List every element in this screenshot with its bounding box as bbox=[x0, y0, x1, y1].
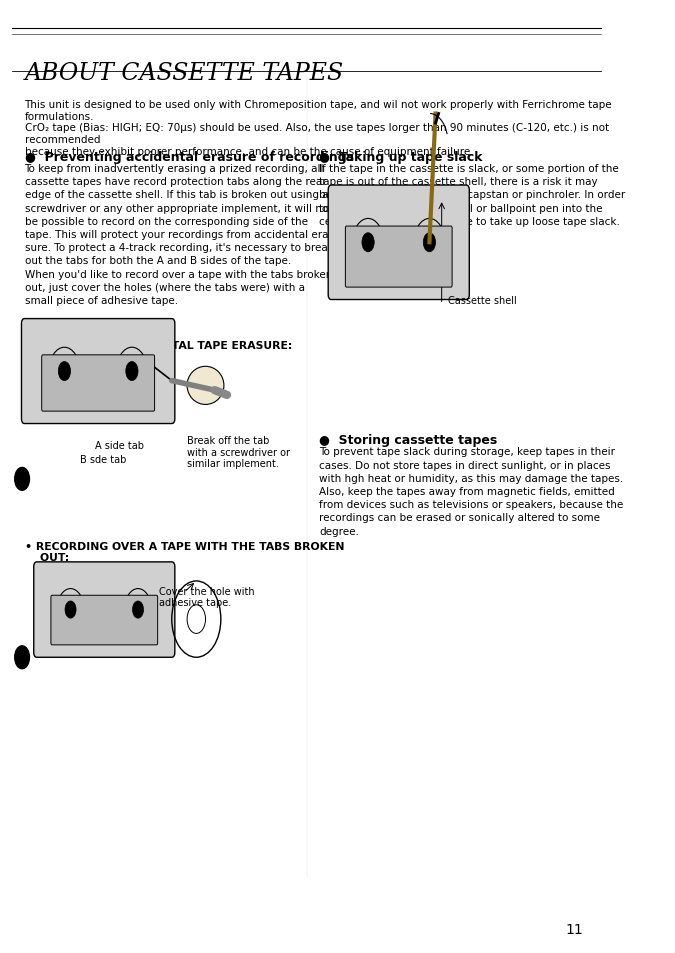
Text: A side tab: A side tab bbox=[95, 440, 144, 450]
Text: To keep from inadvertently erasing a prized recording, all
cassette tapes have r: To keep from inadvertently erasing a pri… bbox=[24, 164, 333, 306]
Text: Cassette shell: Cassette shell bbox=[448, 295, 516, 305]
FancyBboxPatch shape bbox=[328, 186, 469, 300]
Circle shape bbox=[132, 601, 144, 618]
Text: If the tape in the cassette is slack, or some portion of the
tape is out of the : If the tape in the cassette is slack, or… bbox=[319, 164, 625, 227]
Circle shape bbox=[15, 646, 30, 669]
Text: Cover the hole with
adhesive tape.: Cover the hole with adhesive tape. bbox=[159, 586, 255, 608]
Text: Break off the tab
with a screwdriver or
similar implement.: Break off the tab with a screwdriver or … bbox=[187, 436, 290, 469]
Text: • PREVENTING ACCIDENTAL TAPE ERASURE:: • PREVENTING ACCIDENTAL TAPE ERASURE: bbox=[24, 340, 292, 350]
Text: To prevent tape slack during storage, keep tapes in their
cases. Do not store ta: To prevent tape slack during storage, ke… bbox=[319, 447, 623, 537]
Circle shape bbox=[126, 362, 138, 381]
Text: B sde tab: B sde tab bbox=[80, 455, 126, 464]
Text: ●  Preventing accidental erasure of recordings: ● Preventing accidental erasure of recor… bbox=[24, 151, 354, 164]
Ellipse shape bbox=[187, 367, 224, 405]
Circle shape bbox=[423, 233, 435, 253]
FancyBboxPatch shape bbox=[51, 596, 158, 645]
Text: This unit is designed to be used only with Chromeposition tape, and wil not work: This unit is designed to be used only wi… bbox=[24, 100, 612, 156]
Text: 11: 11 bbox=[565, 922, 583, 936]
Text: ABOUT CASSETTE TAPES: ABOUT CASSETTE TAPES bbox=[24, 62, 344, 85]
Circle shape bbox=[58, 362, 71, 381]
Circle shape bbox=[362, 233, 374, 253]
FancyBboxPatch shape bbox=[346, 227, 452, 288]
Circle shape bbox=[65, 601, 76, 618]
Text: ●  Storing cassette tapes: ● Storing cassette tapes bbox=[319, 434, 497, 447]
Text: ●  Taking up tape slack: ● Taking up tape slack bbox=[319, 151, 483, 164]
FancyBboxPatch shape bbox=[22, 319, 175, 424]
FancyBboxPatch shape bbox=[34, 562, 175, 658]
FancyBboxPatch shape bbox=[42, 355, 155, 412]
Circle shape bbox=[15, 468, 30, 491]
Text: • RECORDING OVER A TAPE WITH THE TABS BROKEN
    OUT:: • RECORDING OVER A TAPE WITH THE TABS BR… bbox=[24, 541, 344, 563]
